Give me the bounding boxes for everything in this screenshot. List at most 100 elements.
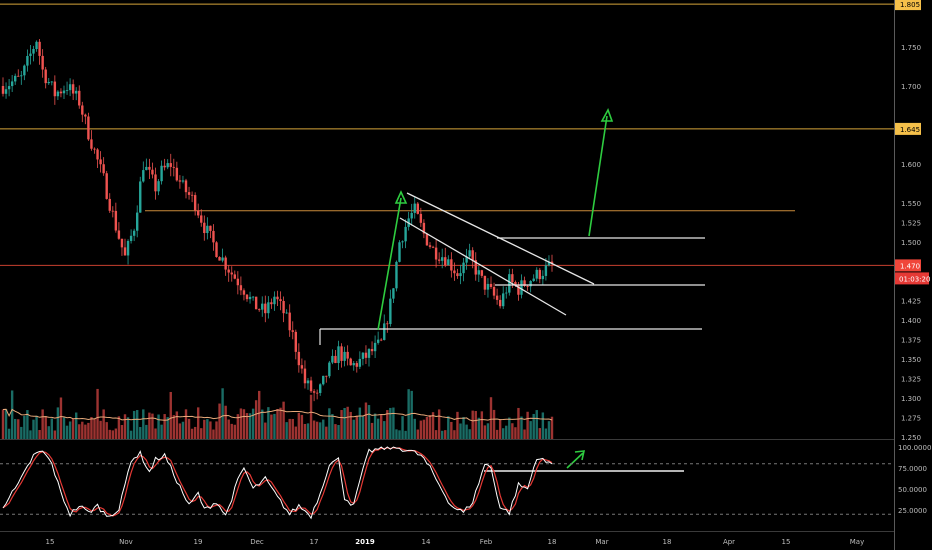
candle-body	[291, 330, 294, 332]
volume-bar	[215, 421, 218, 439]
volume-bar	[160, 424, 163, 439]
candle-body	[123, 247, 127, 256]
candle-body	[349, 358, 352, 366]
volume-bar	[145, 424, 148, 439]
volume-bar	[422, 419, 426, 439]
price-axis-tick-2: 1.600	[901, 161, 921, 169]
candle-body	[62, 90, 66, 94]
volume-bar	[450, 421, 453, 439]
price-axis: 1.7501.7001.6001.5501.5251.5001.4501.425…	[901, 44, 921, 442]
time-axis-tick-12: 15	[782, 538, 791, 546]
candle-body	[416, 203, 419, 214]
volume-bar	[102, 409, 105, 439]
candle-body	[294, 331, 297, 352]
volume-bar	[462, 416, 465, 439]
time-axis-tick-1: Nov	[119, 538, 133, 546]
candle-body	[132, 230, 136, 236]
volume-bar	[468, 429, 471, 439]
volume-panel	[1, 388, 554, 439]
candle-body	[282, 301, 285, 314]
candle-body	[197, 210, 200, 216]
candle-body	[242, 290, 246, 295]
volume-bar	[453, 430, 456, 439]
time-axis-tick-0: 15	[46, 538, 55, 546]
candle-body	[398, 242, 401, 262]
candle-body	[529, 280, 532, 287]
volume-bar	[331, 414, 334, 439]
volume-bar	[401, 416, 404, 439]
volume-bar	[282, 401, 285, 439]
candle-body	[105, 173, 108, 199]
volume-bar	[184, 409, 188, 439]
candle-body	[117, 230, 121, 239]
price-axis-tick-1: 1.700	[901, 83, 921, 91]
volume-bar	[309, 394, 313, 439]
volume-bar	[532, 413, 535, 439]
time-axis-tick-2: 19	[194, 538, 203, 546]
volume-bar	[59, 397, 63, 439]
volume-bar	[398, 430, 401, 439]
candle-body	[441, 257, 444, 261]
volume-bar	[81, 421, 84, 439]
candle-body	[114, 210, 118, 231]
volume-bar	[492, 409, 496, 439]
time-axis: 15 Nov 19 Dec 17 2019 14 Feb 18 Mar 18 Apr 15 May	[46, 538, 865, 546]
candle-body	[53, 81, 57, 97]
volume-bar	[340, 410, 343, 439]
candle-body	[404, 226, 407, 242]
volume-bar	[486, 423, 490, 439]
volume-bar	[71, 418, 75, 439]
volume-bar	[230, 423, 233, 439]
volume-bar	[303, 423, 307, 439]
volume-bar	[236, 414, 240, 439]
candle-body	[495, 295, 499, 300]
volume-bar	[526, 411, 529, 439]
oscillator-axis: 100.0000 75.0000 50.0000 25.0000	[898, 444, 931, 515]
volume-bar	[389, 407, 392, 439]
candle-body	[456, 273, 459, 277]
candle-body	[447, 259, 450, 266]
channel-lower-line	[399, 217, 567, 316]
price-axis-tick-12: 1.300	[901, 395, 921, 403]
candle-body	[413, 203, 416, 213]
candle-body	[209, 225, 212, 231]
volume-bar	[239, 408, 243, 439]
candle-body	[1, 86, 5, 94]
candle-body	[340, 346, 343, 361]
volume-bar	[38, 429, 41, 439]
candle-body	[331, 355, 334, 363]
volume-bar	[416, 429, 419, 439]
volume-bar	[380, 414, 383, 439]
volume-bar	[294, 426, 297, 439]
candle-body	[203, 222, 206, 234]
volume-bar	[193, 426, 197, 439]
candle-body	[337, 346, 340, 364]
volume-bar	[17, 419, 20, 439]
volume-bar	[209, 421, 212, 439]
candle-body	[419, 213, 423, 223]
candle-body	[148, 166, 151, 170]
candle-body	[96, 149, 99, 160]
oscillator-arrow-line	[566, 452, 584, 469]
candle-body	[480, 270, 484, 276]
candle-body	[431, 246, 435, 248]
price-axis-tick-10: 1.350	[901, 356, 921, 364]
time-axis-tick-3: Dec	[250, 538, 264, 546]
candle-body	[35, 41, 38, 49]
volume-bar	[547, 421, 551, 439]
candle-body	[392, 288, 395, 299]
price-axis-tick-11: 1.325	[901, 376, 921, 384]
volume-bar	[456, 411, 459, 439]
candle-body	[4, 89, 8, 94]
candle-body	[75, 90, 78, 94]
volume-bar	[447, 416, 450, 439]
volume-bar	[221, 388, 224, 439]
volume-bar	[90, 417, 93, 439]
price-tag-1: 1.645	[900, 126, 920, 134]
volume-bar	[358, 407, 362, 439]
candle-body	[50, 81, 53, 83]
candle-body	[383, 323, 386, 340]
candle-body	[160, 165, 163, 182]
candle-body	[200, 215, 203, 223]
